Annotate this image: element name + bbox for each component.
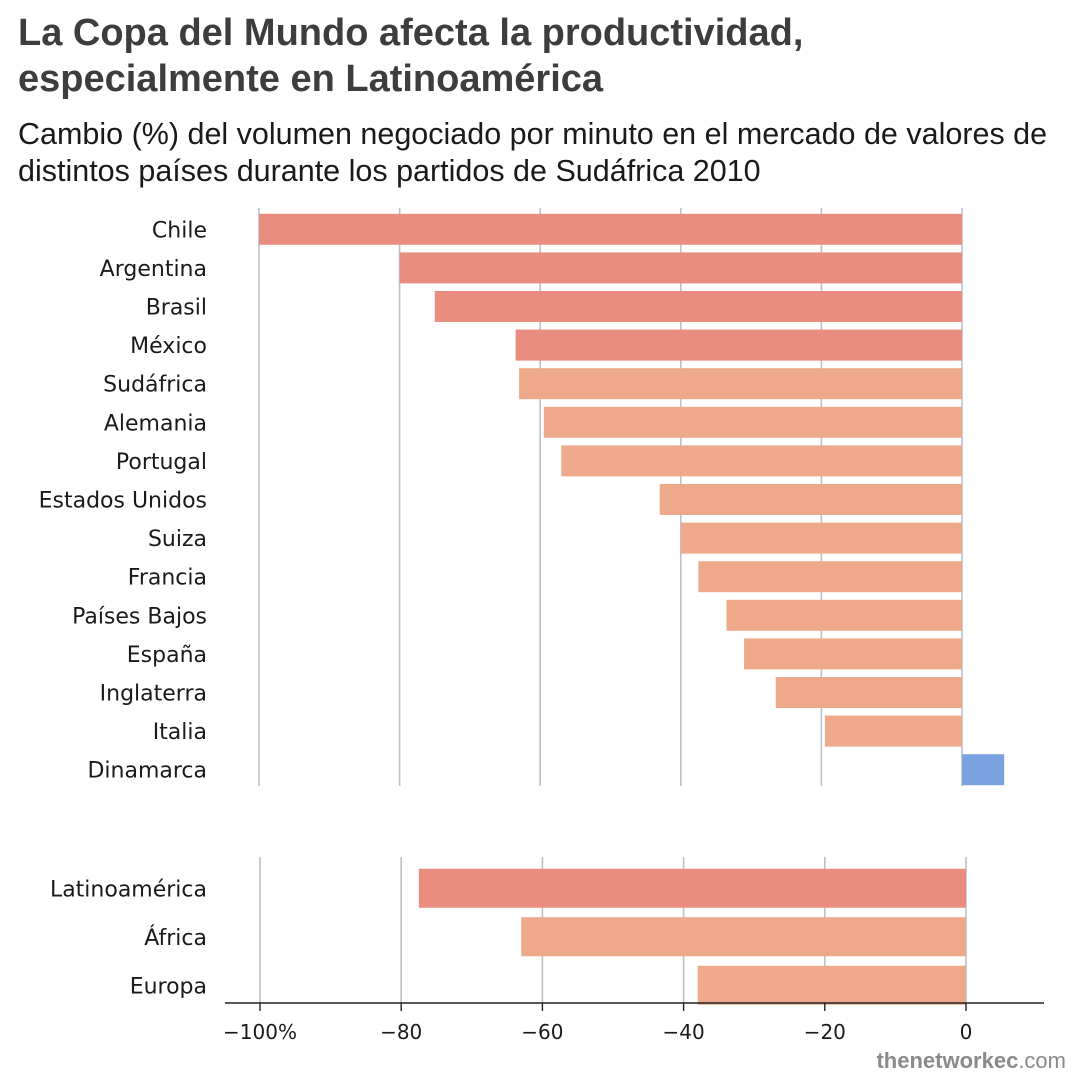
bar-espana xyxy=(744,638,962,670)
label-estados-unidos: Estados Unidos xyxy=(39,489,207,514)
bar-estados-unidos xyxy=(659,484,962,515)
label-inglaterra: Inglaterra xyxy=(100,682,207,707)
bar-latinoamerica xyxy=(418,868,967,908)
label-paises-bajos: Países Bajos xyxy=(72,604,207,629)
bar-mexico xyxy=(515,329,962,361)
bar-suiza xyxy=(680,522,962,554)
x-tick-label-3: −40 xyxy=(662,1020,704,1044)
label-sudafrica: Sudáfrica xyxy=(103,373,207,398)
bar-sudafrica xyxy=(519,368,962,400)
credit-domain: .com xyxy=(1018,1048,1066,1073)
bar-alemania xyxy=(543,406,962,438)
bar-europa xyxy=(697,965,966,1005)
label-italia: Italia xyxy=(153,720,207,745)
bar-dinamarca xyxy=(962,754,1005,786)
label-portugal: Portugal xyxy=(116,450,207,475)
bar-africa xyxy=(521,917,966,957)
chart-title: La Copa del Mundo afecta la productivida… xyxy=(18,12,804,100)
x-tick-label-1: −80 xyxy=(380,1020,422,1044)
credit-brand: thenetworkec xyxy=(876,1048,1019,1073)
label-mexico: México xyxy=(130,334,207,359)
bar-argentina xyxy=(399,252,963,284)
bar-brasil xyxy=(434,291,962,322)
bar-chile xyxy=(259,213,962,245)
bar-italia xyxy=(824,715,962,747)
bar-paises-bajos xyxy=(726,599,962,631)
source-credit: thenetworkec.com xyxy=(876,1048,1066,1074)
label-alemania: Alemania xyxy=(104,411,207,436)
chart-subtitle: Cambio (%) del volumen negociado por min… xyxy=(18,117,1048,188)
bar-inglaterra xyxy=(775,677,962,708)
x-tick-label-0: −100% xyxy=(223,1020,297,1044)
bar-portugal xyxy=(561,445,962,477)
label-africa: África xyxy=(144,925,207,951)
label-suiza: Suiza xyxy=(148,527,207,552)
label-espana: España xyxy=(127,643,207,668)
x-tick-label-2: −60 xyxy=(521,1020,563,1044)
label-chile: Chile xyxy=(152,218,207,243)
label-brasil: Brasil xyxy=(146,296,207,321)
label-europa: Europa xyxy=(130,974,207,999)
bar-francia xyxy=(698,561,962,593)
label-argentina: Argentina xyxy=(100,257,207,282)
label-dinamarca: Dinamarca xyxy=(87,759,207,784)
x-tick-label-4: −20 xyxy=(804,1020,846,1044)
x-tick-label-5: 0 xyxy=(960,1020,973,1044)
label-latinoamerica: Latinoamérica xyxy=(50,877,207,902)
label-francia: Francia xyxy=(128,566,207,591)
